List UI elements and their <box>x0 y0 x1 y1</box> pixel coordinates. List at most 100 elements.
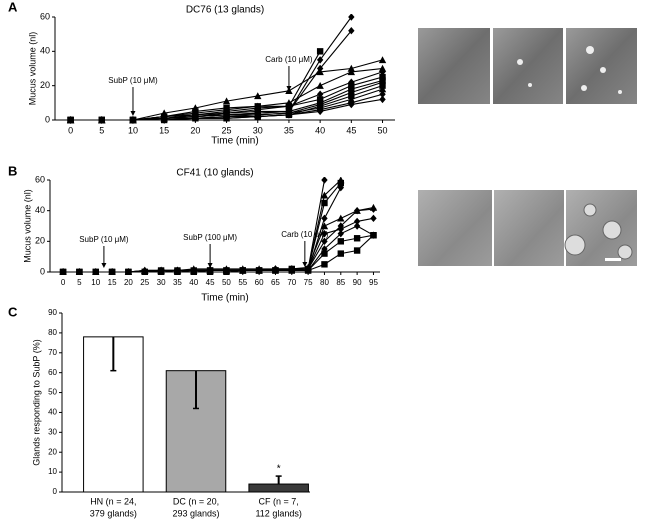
point <box>321 177 328 184</box>
point <box>223 104 230 112</box>
point <box>67 116 74 124</box>
y-tick-label: 60 <box>35 174 45 184</box>
y-axis-label: Mucus volume (nl) <box>27 32 37 106</box>
x-tick-label: 30 <box>253 125 263 135</box>
point <box>192 108 199 115</box>
panel-letter: C <box>8 304 18 319</box>
x-tick-label: 25 <box>140 278 149 287</box>
y-tick-label: 90 <box>48 308 57 317</box>
x-tick-label: 0 <box>68 125 73 135</box>
point <box>348 14 355 21</box>
point <box>379 95 386 104</box>
point <box>321 199 328 207</box>
bar <box>248 483 309 493</box>
point <box>316 107 324 116</box>
panel-letter: B <box>8 163 17 178</box>
point <box>320 222 329 230</box>
x-axis-label: Time (min) <box>211 136 258 147</box>
point <box>98 116 105 124</box>
point <box>321 250 328 257</box>
x-tick-label: 65 <box>271 278 280 287</box>
point <box>254 92 262 100</box>
point <box>190 268 197 275</box>
plot-area <box>66 14 387 124</box>
x-tick-label: 20 <box>124 278 133 287</box>
x-tick-label: 15 <box>159 125 169 135</box>
x-tick-label: CF (n = 7, <box>259 496 299 506</box>
x-tick-label: DC (n = 20, <box>173 496 219 506</box>
point <box>337 183 344 192</box>
x-tick-label: 55 <box>238 278 247 287</box>
point <box>353 206 361 215</box>
annotation: Carb (10 μM) <box>265 55 313 64</box>
point <box>378 56 387 64</box>
point <box>348 100 355 109</box>
point <box>337 229 344 238</box>
point <box>316 48 324 55</box>
photos-a <box>418 28 637 104</box>
point <box>174 268 181 275</box>
point <box>239 267 246 274</box>
chart-title: DC76 (13 glands) <box>186 5 264 16</box>
x-tick-label: 45 <box>346 125 356 135</box>
panel-letter: A <box>8 0 18 14</box>
annotation: Carb (10 μM) <box>281 230 329 239</box>
point <box>353 235 361 242</box>
point <box>320 191 329 199</box>
x-tick-label: 40 <box>189 278 198 287</box>
y-tick-label: 10 <box>48 467 57 476</box>
point <box>321 237 328 246</box>
point <box>288 267 295 274</box>
point <box>222 97 231 105</box>
y-tick-label: 20 <box>48 447 57 456</box>
x-tick-label: 293 glands) <box>172 508 219 518</box>
point <box>316 90 324 98</box>
point <box>370 205 377 213</box>
series-line <box>63 179 325 273</box>
annotation-arrowhead <box>130 111 136 116</box>
point <box>125 268 132 275</box>
point <box>304 267 312 274</box>
y-tick-label: 40 <box>40 46 50 56</box>
x-tick-label: 50 <box>378 125 388 135</box>
point <box>255 267 263 274</box>
y-tick-label: 60 <box>40 11 50 21</box>
x-tick-label: 5 <box>99 125 104 135</box>
point <box>285 103 293 110</box>
point <box>129 116 137 124</box>
annotation: SubP (10 μM) <box>79 235 129 244</box>
y-axis-label: Glands responding to SubP (%) <box>31 339 41 465</box>
point <box>254 112 261 121</box>
point <box>353 247 361 254</box>
x-tick-label: 90 <box>353 278 362 287</box>
annotation: SubP (100 μM) <box>183 233 237 242</box>
y-tick-label: 0 <box>45 114 50 124</box>
x-tick-label: 10 <box>91 278 100 287</box>
y-tick-label: 80 <box>48 328 57 337</box>
annotation-arrowhead <box>302 262 308 267</box>
x-tick-label: 45 <box>206 278 215 287</box>
point <box>321 245 328 253</box>
point <box>337 225 344 233</box>
point <box>353 222 361 230</box>
point <box>321 214 328 223</box>
point <box>379 90 386 98</box>
y-tick-label: 20 <box>35 236 45 246</box>
point <box>285 111 293 119</box>
point <box>316 81 324 89</box>
point <box>370 232 377 239</box>
point <box>316 56 324 64</box>
point <box>76 268 83 275</box>
x-tick-label: 70 <box>287 278 296 287</box>
x-tick-label: 25 <box>222 125 232 135</box>
chart-title: CF41 (10 glands) <box>176 168 253 179</box>
y-tick-label: 70 <box>48 348 57 357</box>
y-tick-label: 50 <box>48 388 57 397</box>
annotation-arrowhead <box>101 263 107 268</box>
point <box>370 214 377 223</box>
annotation: SubP (10 μM) <box>108 76 158 85</box>
x-tick-label: 10 <box>128 125 138 135</box>
point <box>353 217 361 226</box>
x-tick-label: 40 <box>315 125 325 135</box>
